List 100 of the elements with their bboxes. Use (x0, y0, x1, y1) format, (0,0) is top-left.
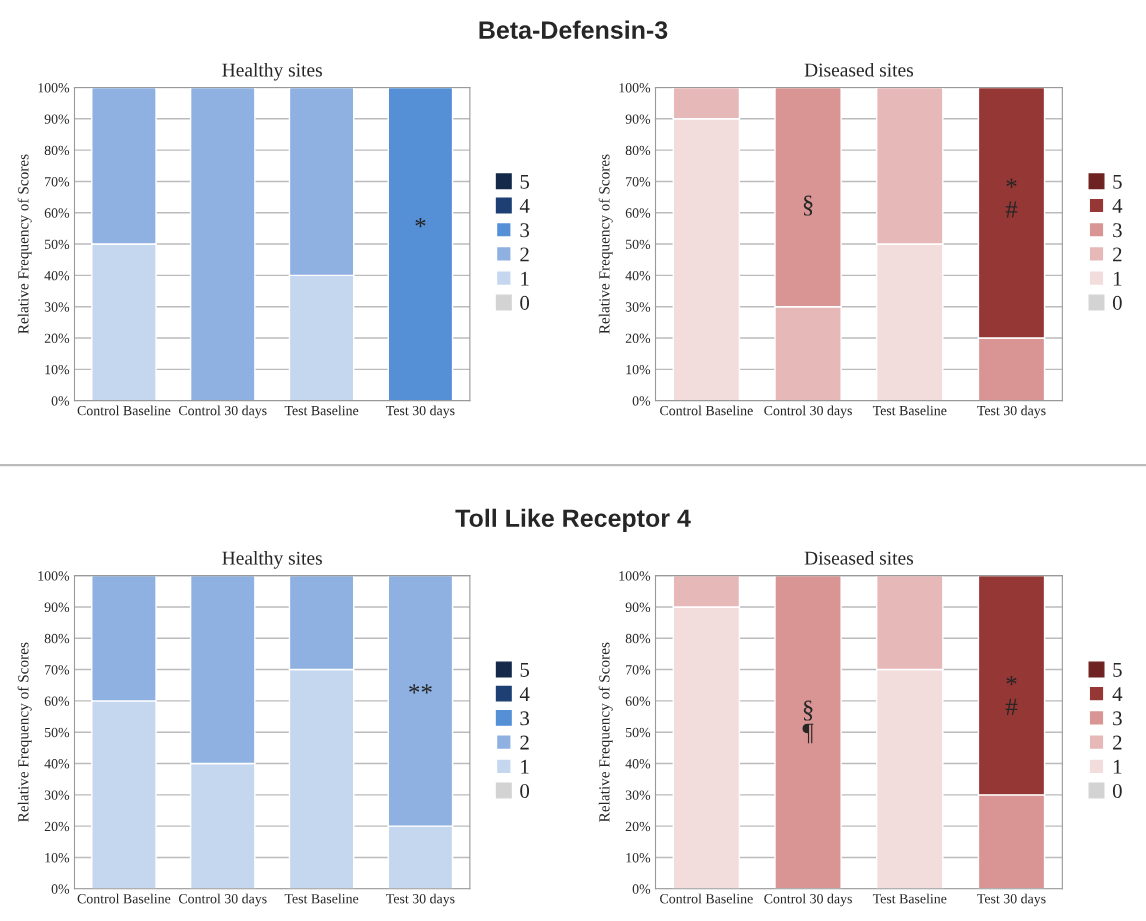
y-tick-label: 50% (44, 727, 70, 738)
x-tick-label: Test 30 days (386, 405, 455, 419)
annotation: § ¶ (802, 700, 814, 744)
x-tick-label: Control 30 days (764, 405, 852, 419)
y-tick-label: 20% (44, 333, 70, 344)
y-tick-label: 40% (625, 270, 651, 281)
x-tick-label: Test 30 days (977, 405, 1046, 419)
y-tick-label: 30% (625, 302, 651, 312)
y-tick-label: 80% (44, 145, 70, 156)
y-tick-label: 40% (44, 759, 70, 769)
y-tick-label: 100% (38, 83, 70, 93)
legend-label: 3 (1113, 711, 1122, 726)
x-tick-label: Test Baseline (284, 405, 359, 416)
y-tick-label: 0% (632, 396, 651, 406)
legend-label: 2 (1113, 247, 1122, 262)
annotation: * # (1005, 676, 1018, 716)
y-axis-title: Relative Frequency of Scores (598, 642, 613, 822)
y-tick-label: 90% (44, 114, 70, 124)
y-tick-label: 0% (51, 884, 70, 894)
annotation: * (415, 218, 426, 228)
y-tick-label: 20% (625, 333, 651, 344)
legend-label: 4 (519, 687, 530, 701)
y-tick-label: 100% (619, 83, 651, 93)
legend-label: 5 (1113, 663, 1122, 677)
x-tick-label: Control 30 days (178, 405, 267, 419)
y-tick-label: 100% (619, 571, 651, 581)
legend-label: 0 (520, 295, 530, 310)
y-tick-label: 60% (625, 696, 651, 706)
legend-label: 2 (1113, 735, 1122, 750)
bar (189, 87, 256, 401)
y-axis-title: Relative Frequency of Scores (17, 154, 32, 334)
y-tick-label: 80% (44, 633, 70, 644)
bar (387, 87, 454, 401)
y-tick-label: 50% (44, 239, 70, 250)
legend-label: 4 (1112, 199, 1123, 213)
legend-label: 4 (1112, 687, 1123, 701)
y-tick-label: 70% (45, 177, 70, 187)
legend-label: 1 (521, 759, 529, 774)
y-tick-label: 70% (626, 665, 651, 675)
chart-title: Healthy sites (222, 551, 322, 569)
chart-title: Diseased sites (804, 551, 914, 565)
legend-label: 1 (1113, 271, 1122, 286)
y-axis-title: Relative Frequency of Scores (17, 642, 32, 822)
chart-title: Diseased sites (804, 62, 914, 77)
y-tick-label: 40% (44, 270, 70, 281)
legend-label: 3 (520, 711, 530, 726)
y-tick-label: 10% (45, 853, 70, 863)
y-tick-label: 50% (626, 727, 651, 738)
legend-label: 0 (520, 783, 530, 799)
annotation: * # (1005, 178, 1018, 218)
legend-label: 5 (1113, 174, 1122, 189)
y-tick-label: 0% (51, 396, 70, 406)
y-tick-label: 0% (632, 884, 651, 894)
x-tick-label: Control 30 days (178, 893, 267, 907)
y-tick-label: 20% (44, 821, 70, 832)
legend-label: 5 (520, 663, 530, 677)
legend-label: 4 (519, 199, 530, 213)
y-tick-label: 70% (626, 177, 651, 187)
y-tick-label: 60% (44, 208, 70, 218)
x-tick-label: Control 30 days (764, 893, 852, 907)
y-tick-label: 70% (45, 665, 70, 675)
x-tick-label: Test Baseline (872, 893, 947, 904)
legend-label: 3 (520, 223, 530, 238)
y-tick-label: 30% (625, 790, 651, 800)
text: Toll Like Receptor 4 (455, 508, 691, 533)
legend-label: 0 (1112, 783, 1122, 799)
y-tick-label: 80% (625, 633, 651, 644)
y-tick-label: 90% (625, 602, 651, 612)
y-tick-label: 90% (625, 114, 651, 124)
y-tick-label: 30% (44, 302, 70, 312)
legend-label: 1 (1113, 759, 1122, 774)
x-tick-label: Control Baseline (660, 405, 753, 416)
x-tick-label: Control Baseline (77, 893, 171, 904)
legend-label: 5 (520, 174, 530, 189)
legend-label: 1 (521, 271, 529, 286)
y-tick-label: 100% (38, 571, 70, 581)
y-tick-label: 60% (625, 208, 651, 218)
y-tick-label: 10% (45, 364, 70, 375)
text: Beta-Defensin-3 (479, 20, 668, 39)
y-tick-label: 10% (626, 853, 651, 863)
x-tick-label: Test Baseline (284, 893, 359, 904)
legend-label: 2 (520, 247, 529, 262)
x-tick-label: Control Baseline (77, 405, 171, 416)
y-axis-title: Relative Frequency of Scores (598, 154, 613, 334)
annotation: § (803, 195, 813, 216)
y-tick-label: 50% (626, 239, 651, 250)
y-tick-label: 20% (625, 821, 651, 832)
bar (774, 575, 842, 889)
x-tick-label: Control Baseline (660, 893, 753, 904)
chart-title: Healthy sites (222, 62, 322, 81)
legend-label: 0 (1112, 295, 1122, 310)
y-tick-label: 90% (44, 602, 70, 612)
y-tick-label: 10% (626, 364, 651, 375)
legend-label: 2 (520, 735, 529, 750)
y-tick-label: 80% (625, 145, 651, 156)
annotation: ** (409, 684, 432, 694)
y-tick-label: 40% (625, 759, 651, 769)
y-tick-label: 60% (44, 696, 70, 706)
x-tick-label: Test 30 days (977, 893, 1046, 907)
x-tick-label: Test 30 days (386, 893, 455, 907)
